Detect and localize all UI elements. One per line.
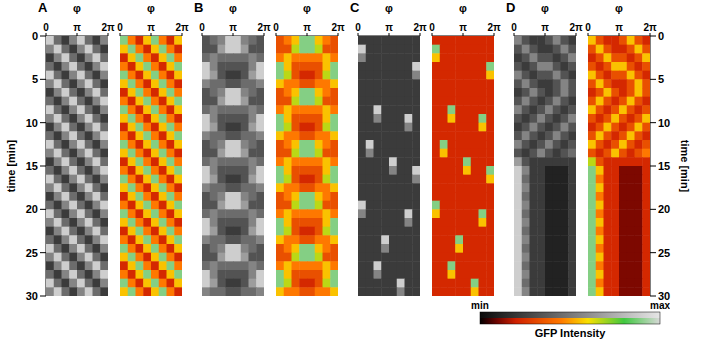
svg-text:15: 15 xyxy=(658,160,670,172)
svg-text:25: 25 xyxy=(658,247,670,259)
svg-text:π: π xyxy=(459,22,467,33)
html-text:C: C xyxy=(350,0,360,15)
html-text:φ: φ xyxy=(303,2,311,14)
svg-text:0: 0 xyxy=(355,22,361,33)
svg-text:20: 20 xyxy=(658,203,670,215)
svg-text:2π: 2π xyxy=(257,22,271,33)
svg-text:30: 30 xyxy=(658,289,671,302)
svg-text:0: 0 xyxy=(585,22,591,33)
svg-text:time [min]: time [min] xyxy=(679,140,691,193)
svg-text:π: π xyxy=(229,22,237,33)
svg-text:20: 20 xyxy=(26,203,38,215)
html-text:φ: φ xyxy=(541,2,549,14)
svg-text:max: max xyxy=(650,300,670,311)
html-text:φ: φ xyxy=(459,2,467,14)
svg-text:π: π xyxy=(541,22,549,33)
svg-text:time [min]: time [min] xyxy=(5,139,17,192)
svg-text:2π: 2π xyxy=(487,22,501,33)
html-text:D: D xyxy=(506,0,516,15)
html-text:φ: φ xyxy=(385,2,393,14)
svg-text:15: 15 xyxy=(26,160,38,172)
svg-text:0: 0 xyxy=(43,22,49,33)
svg-text:10: 10 xyxy=(658,117,670,129)
svg-text:10: 10 xyxy=(26,117,38,129)
svg-text:2π: 2π xyxy=(331,22,345,33)
svg-text:π: π xyxy=(615,22,623,33)
svg-text:0: 0 xyxy=(429,22,435,33)
svg-text:0: 0 xyxy=(273,22,279,33)
html-text:φ: φ xyxy=(615,2,623,14)
svg-text:2π: 2π xyxy=(175,22,189,33)
svg-text:2π: 2π xyxy=(413,22,427,33)
svg-text:π: π xyxy=(147,22,155,33)
svg-text:GFP Intensity: GFP Intensity xyxy=(535,327,607,339)
svg-text:0: 0 xyxy=(199,22,205,33)
svg-text:25: 25 xyxy=(26,247,38,259)
svg-text:min: min xyxy=(471,300,489,311)
svg-text:2π: 2π xyxy=(643,22,657,33)
html-text:φ: φ xyxy=(147,2,155,14)
svg-text:0: 0 xyxy=(658,30,664,42)
html-text:φ: φ xyxy=(73,2,81,14)
svg-text:0: 0 xyxy=(117,22,123,33)
html-text:B: B xyxy=(194,0,204,15)
svg-text:π: π xyxy=(73,22,81,33)
svg-text:5: 5 xyxy=(32,73,38,85)
html-text:φ: φ xyxy=(229,2,237,14)
svg-text:π: π xyxy=(303,22,311,33)
svg-text:5: 5 xyxy=(658,73,664,85)
svg-text:0: 0 xyxy=(32,30,38,42)
svg-text:30: 30 xyxy=(26,290,38,302)
svg-text:0: 0 xyxy=(511,22,517,33)
svg-text:π: π xyxy=(385,22,393,33)
svg-text:2π: 2π xyxy=(569,22,583,33)
svg-text:2π: 2π xyxy=(101,22,115,33)
html-text:A: A xyxy=(38,0,48,15)
